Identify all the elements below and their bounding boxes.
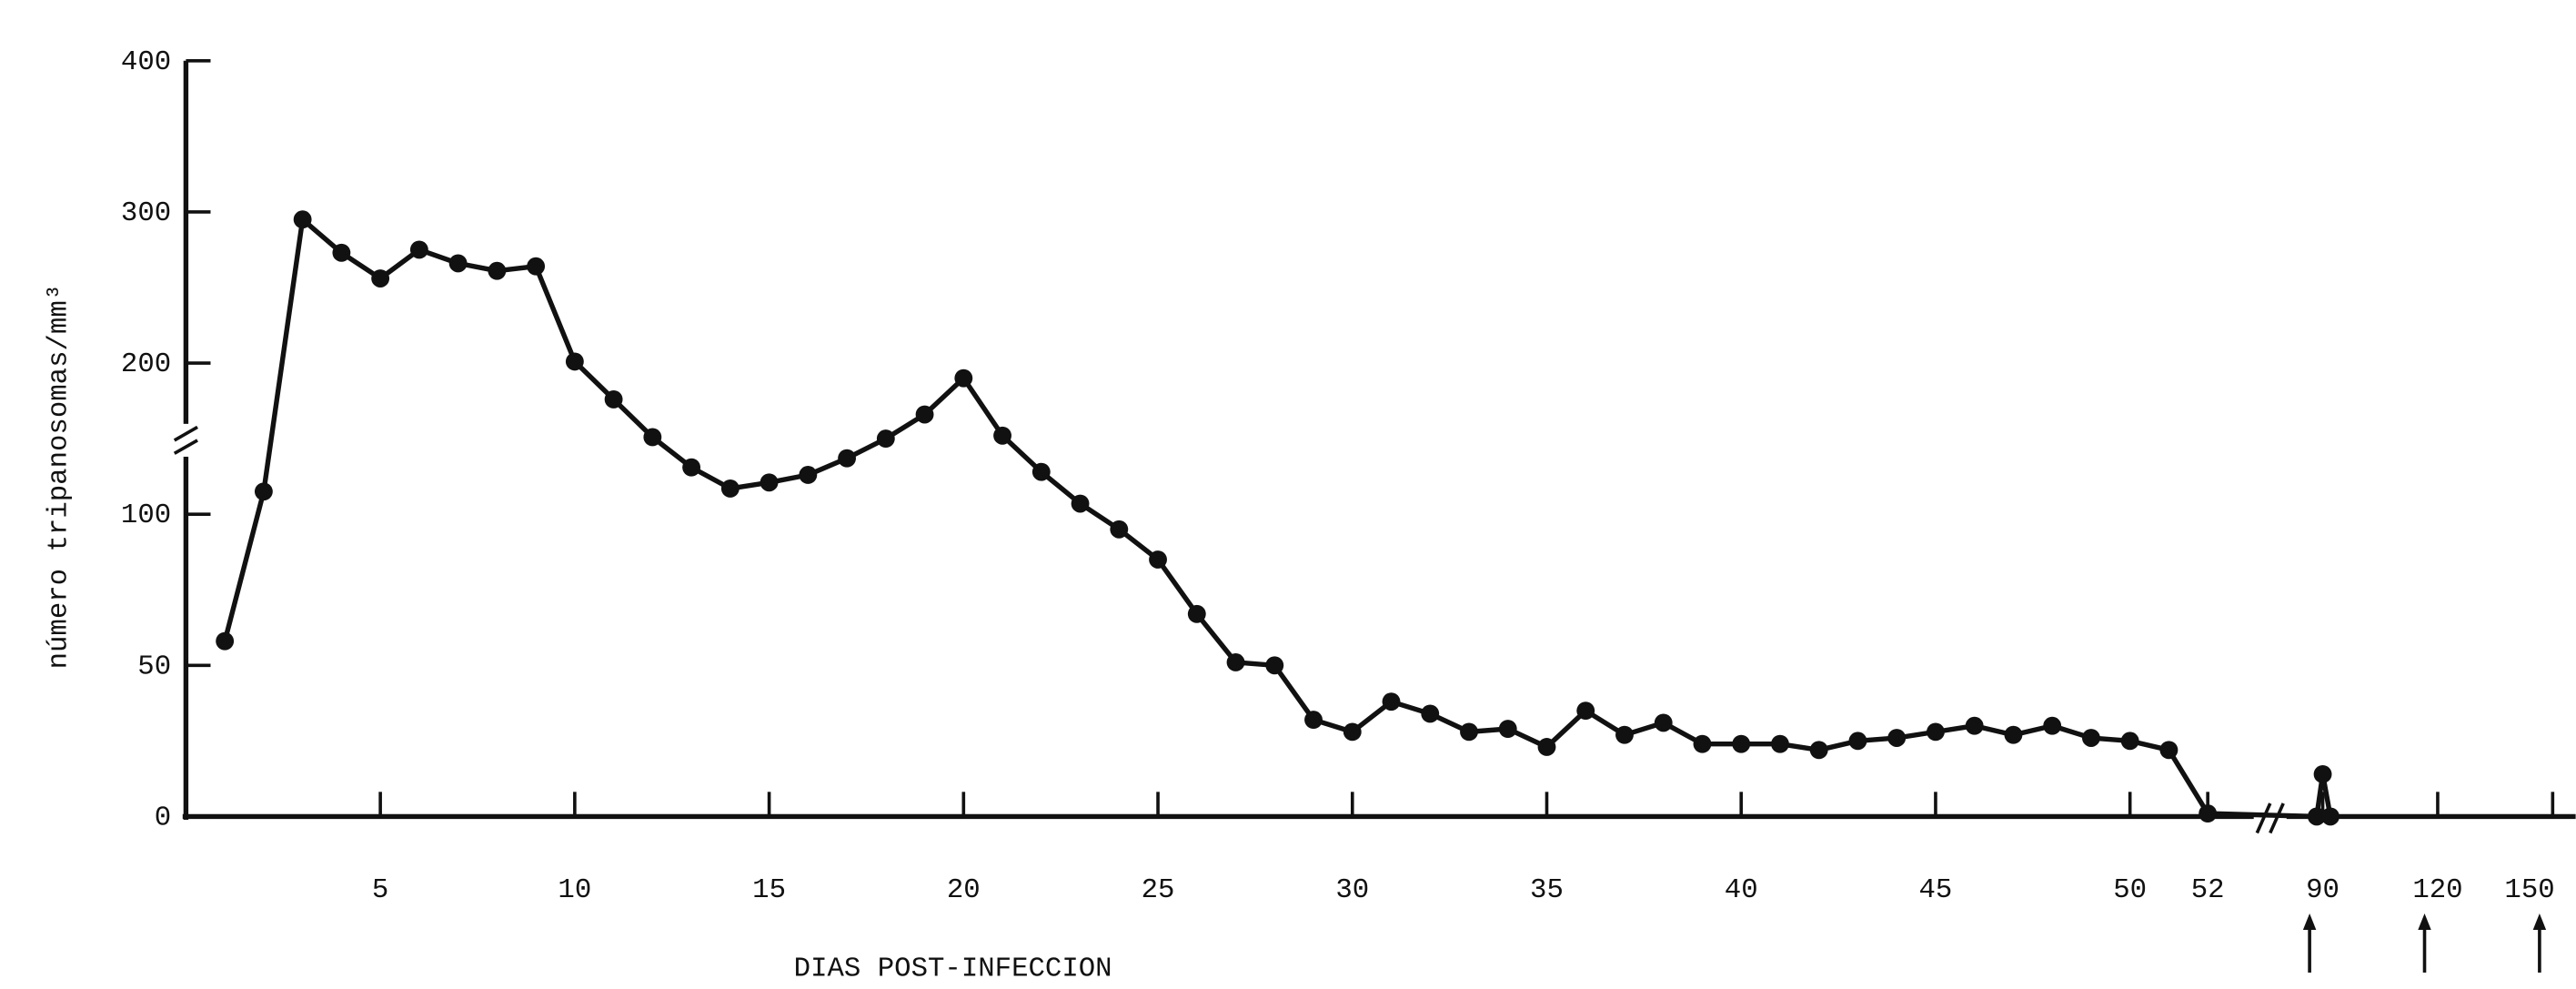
data-point (1031, 462, 1051, 481)
y-break-mark (173, 439, 198, 455)
data-point (2004, 725, 2023, 744)
y-tick-label: 50 (137, 651, 171, 682)
x-tick-label: 90 (2306, 874, 2340, 906)
x-tick-label: 10 (558, 874, 591, 906)
x-break-mark (2269, 802, 2285, 834)
x-tick-label: 30 (1335, 874, 1369, 906)
data-point (2159, 741, 2179, 760)
data-point (1809, 741, 1828, 760)
x-tick-label: 20 (947, 874, 981, 906)
x-tick-label: 52 (2191, 874, 2225, 906)
x-tick-label: 150 (2504, 874, 2554, 906)
data-point (1110, 520, 1129, 539)
data-point (1848, 732, 1867, 751)
y-tick-label: 200 (121, 348, 171, 380)
data-point (1498, 720, 1517, 738)
data-point (838, 449, 857, 468)
data-point (2081, 729, 2100, 747)
data-point (1071, 494, 1090, 513)
data-point (2307, 807, 2326, 826)
data-point (1460, 722, 1478, 742)
data-point (604, 389, 623, 409)
y-break-mark (173, 425, 198, 442)
x-tick-label: 50 (2113, 874, 2147, 906)
data-point (1537, 738, 1556, 756)
data-point (1382, 692, 1401, 711)
data-point (1887, 729, 1907, 747)
data-point (2043, 716, 2062, 735)
axes (182, 60, 2576, 821)
data-point (254, 482, 273, 501)
x-tick-label: 15 (752, 874, 786, 906)
arrow-head (2418, 913, 2431, 930)
y-tick-label: 400 (121, 46, 171, 78)
data-point (293, 210, 312, 229)
data-point (643, 428, 662, 447)
data-point (1927, 722, 1945, 742)
data-point (1576, 701, 1595, 721)
data-point (2120, 732, 2139, 751)
data-point (1226, 653, 1245, 671)
data-point (2321, 807, 2340, 826)
x-tick-label: 25 (1142, 874, 1175, 906)
data-point (2313, 764, 2332, 783)
data-point (332, 243, 351, 262)
data-point (371, 269, 390, 288)
data-point (954, 368, 973, 388)
x-tick-label: 5 (372, 874, 388, 906)
data-point (2199, 804, 2218, 823)
data-point (216, 631, 235, 651)
data-point (682, 458, 701, 477)
data-point (1771, 734, 1789, 753)
y-tick-label: 300 (121, 197, 171, 229)
data-point (760, 473, 779, 492)
data-point (1732, 734, 1751, 753)
data-point (409, 240, 428, 259)
data-point (565, 352, 584, 371)
axis-breaks (171, 423, 2287, 834)
data-point (488, 261, 507, 280)
y-axis-label: número tripanosomas/mm³ (44, 284, 75, 670)
data-point (448, 254, 468, 273)
data-point (1187, 604, 1206, 623)
data-point (1304, 711, 1323, 730)
data-point (915, 405, 934, 424)
data-point (1654, 713, 1673, 732)
data-point (1615, 725, 1634, 744)
x-break-mark (2255, 802, 2272, 834)
data-point (527, 257, 546, 276)
data-point (876, 429, 895, 449)
x-tick-label: 35 (1530, 874, 1564, 906)
data-point (1265, 656, 1284, 675)
data-point (1693, 734, 1712, 753)
y-tick-label: 100 (121, 500, 171, 531)
arrow-head (2302, 913, 2317, 930)
data-point (799, 466, 818, 484)
arrow-head (2532, 913, 2547, 930)
x-tick-label: 40 (1725, 874, 1758, 906)
y-tick-label: 0 (155, 802, 171, 833)
x-axis-label: DIAS POST-INFECCION (794, 954, 1112, 985)
data-point (1421, 704, 1440, 723)
x-tick-label: 45 (1919, 874, 1953, 906)
data-point (720, 479, 740, 498)
x-tick-label: 120 (2412, 874, 2462, 906)
data-point (1965, 716, 1984, 735)
data-point (1149, 550, 1167, 569)
data-point (993, 426, 1011, 445)
data-point (1343, 722, 1362, 742)
